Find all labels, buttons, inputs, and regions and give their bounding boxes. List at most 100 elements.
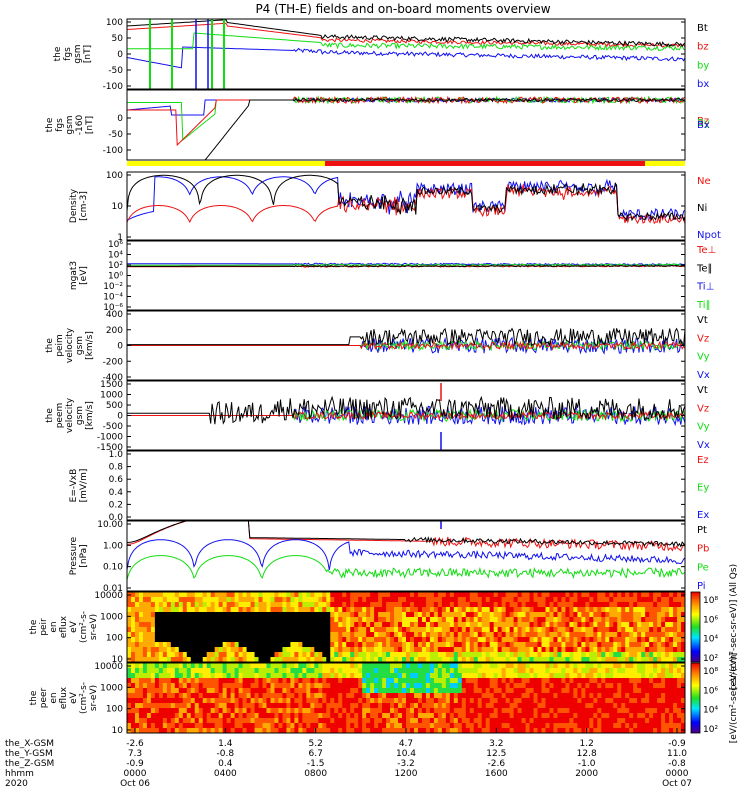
spectrogram-cell [457,718,463,724]
spectrogram-cell [665,723,670,729]
spectrogram-cell [354,652,359,658]
spectrogram-cell [386,683,391,689]
spectrogram-cell [266,693,272,699]
spectrogram-cell [665,703,670,709]
spectrogram-cell [457,657,463,662]
y-axis-label: (cm²-s- [79,611,89,643]
spectrogram-cell [505,683,511,689]
spectrogram-cell [425,602,431,608]
spectrogram-cell [286,713,292,719]
spectrogram-cell [218,602,224,608]
spectrogram-cell [158,683,164,689]
spectrogram-cell [390,597,395,603]
spectrogram-cell [537,718,543,724]
spectrogram-cell [589,718,594,724]
spectrogram-cell [469,632,475,638]
spectrogram-cell [194,713,200,719]
spectrogram-cell [406,637,411,643]
spectrogram-cell [134,703,140,709]
x-axis-value: -1.5 [307,759,325,769]
spectrogram-cell [190,678,196,684]
spectrogram-cell [433,647,439,653]
spectrogram-cell [413,637,419,643]
spectrogram-cell [497,723,503,729]
spectrogram-cell [278,637,284,643]
spectrogram-cell [505,607,511,613]
spectrogram-cell [657,637,662,643]
spectrogram-cell [577,668,582,674]
spectrogram-cell [621,663,626,669]
spectrogram-cell [218,723,224,729]
spectrogram-cell [521,683,527,689]
spectrogram-cell [154,607,160,613]
spectrogram-cell [258,632,264,638]
spectrogram-cell [170,602,176,608]
spectrogram-cell [406,592,411,598]
spectrogram-cell [298,642,303,648]
spectrogram-cell [677,607,682,613]
spectrogram-cell [358,647,363,653]
spectrogram-cell [250,698,256,704]
spectrogram-cell [629,728,634,733]
spectrogram-cell [134,713,140,719]
spectrogram-cell [298,723,303,729]
spectrogram-cell [585,728,590,733]
spectrogram-cell [290,673,295,679]
spectrogram-cell [166,597,172,603]
spectrogram-cell [342,642,347,648]
spectrogram-cell [358,718,363,724]
spectrogram-cell [138,678,144,684]
spectrogram-cell [330,723,335,729]
spectrogram-cell [505,627,511,633]
spectrogram-cell [198,637,204,643]
spectrogram-cell [605,632,610,638]
spectrogram-cell [338,617,343,623]
spectrogram-cell [633,688,638,694]
spectrogram-cell [601,678,606,684]
spectrogram-cell [525,627,531,633]
spectrogram-cell [190,688,196,694]
spectrogram-cell [398,652,403,658]
spectrogram-cell [202,703,208,709]
spectrogram-cell [330,612,335,618]
spectrogram-cell [633,678,638,684]
spectrogram-cell [294,592,299,598]
spectrogram-cell [382,617,387,623]
spectrogram-cell [645,592,650,598]
spectrogram-cell [250,728,256,733]
spectrogram-cell [282,622,288,628]
spectrogram-cell [230,657,236,662]
spectrogram-cell [425,663,431,669]
spectrogram-cell [314,612,319,618]
spectrogram-cell [218,703,224,709]
spectrogram-cell [585,698,590,704]
spectrogram-cell [366,632,371,638]
spectrogram-cell [238,683,244,689]
spectrogram-cell [517,627,523,633]
spectrogram-cell [597,592,602,598]
spectrogram-cell [549,617,555,623]
spectrogram-cell [597,698,602,704]
spectrogram-cell [370,688,375,694]
spectrogram-cell [346,622,351,628]
spectrogram-cell [633,708,638,714]
spectrogram-cell [162,632,168,638]
spectrogram-cell [669,617,674,623]
spectrogram-cell [557,663,563,669]
spectrogram-cell [497,703,503,709]
spectrogram-cell [645,708,650,714]
spectrogram-cell [641,713,646,719]
spectrogram-cell [489,708,495,714]
spectrogram-cell [561,663,567,669]
spectrogram-cell [589,708,594,714]
spectrogram-cell [254,657,260,662]
spectrogram-cell [409,622,415,628]
spectrogram-cell [150,693,156,699]
spectrogram-cell [178,627,184,633]
spectrogram-cell [278,683,284,689]
spectrogram-cell [673,652,678,658]
spectrogram-cell [238,713,244,719]
spectrogram-cell [310,688,315,694]
spectrogram-cell [310,723,315,729]
spectrogram-cell [194,597,200,603]
